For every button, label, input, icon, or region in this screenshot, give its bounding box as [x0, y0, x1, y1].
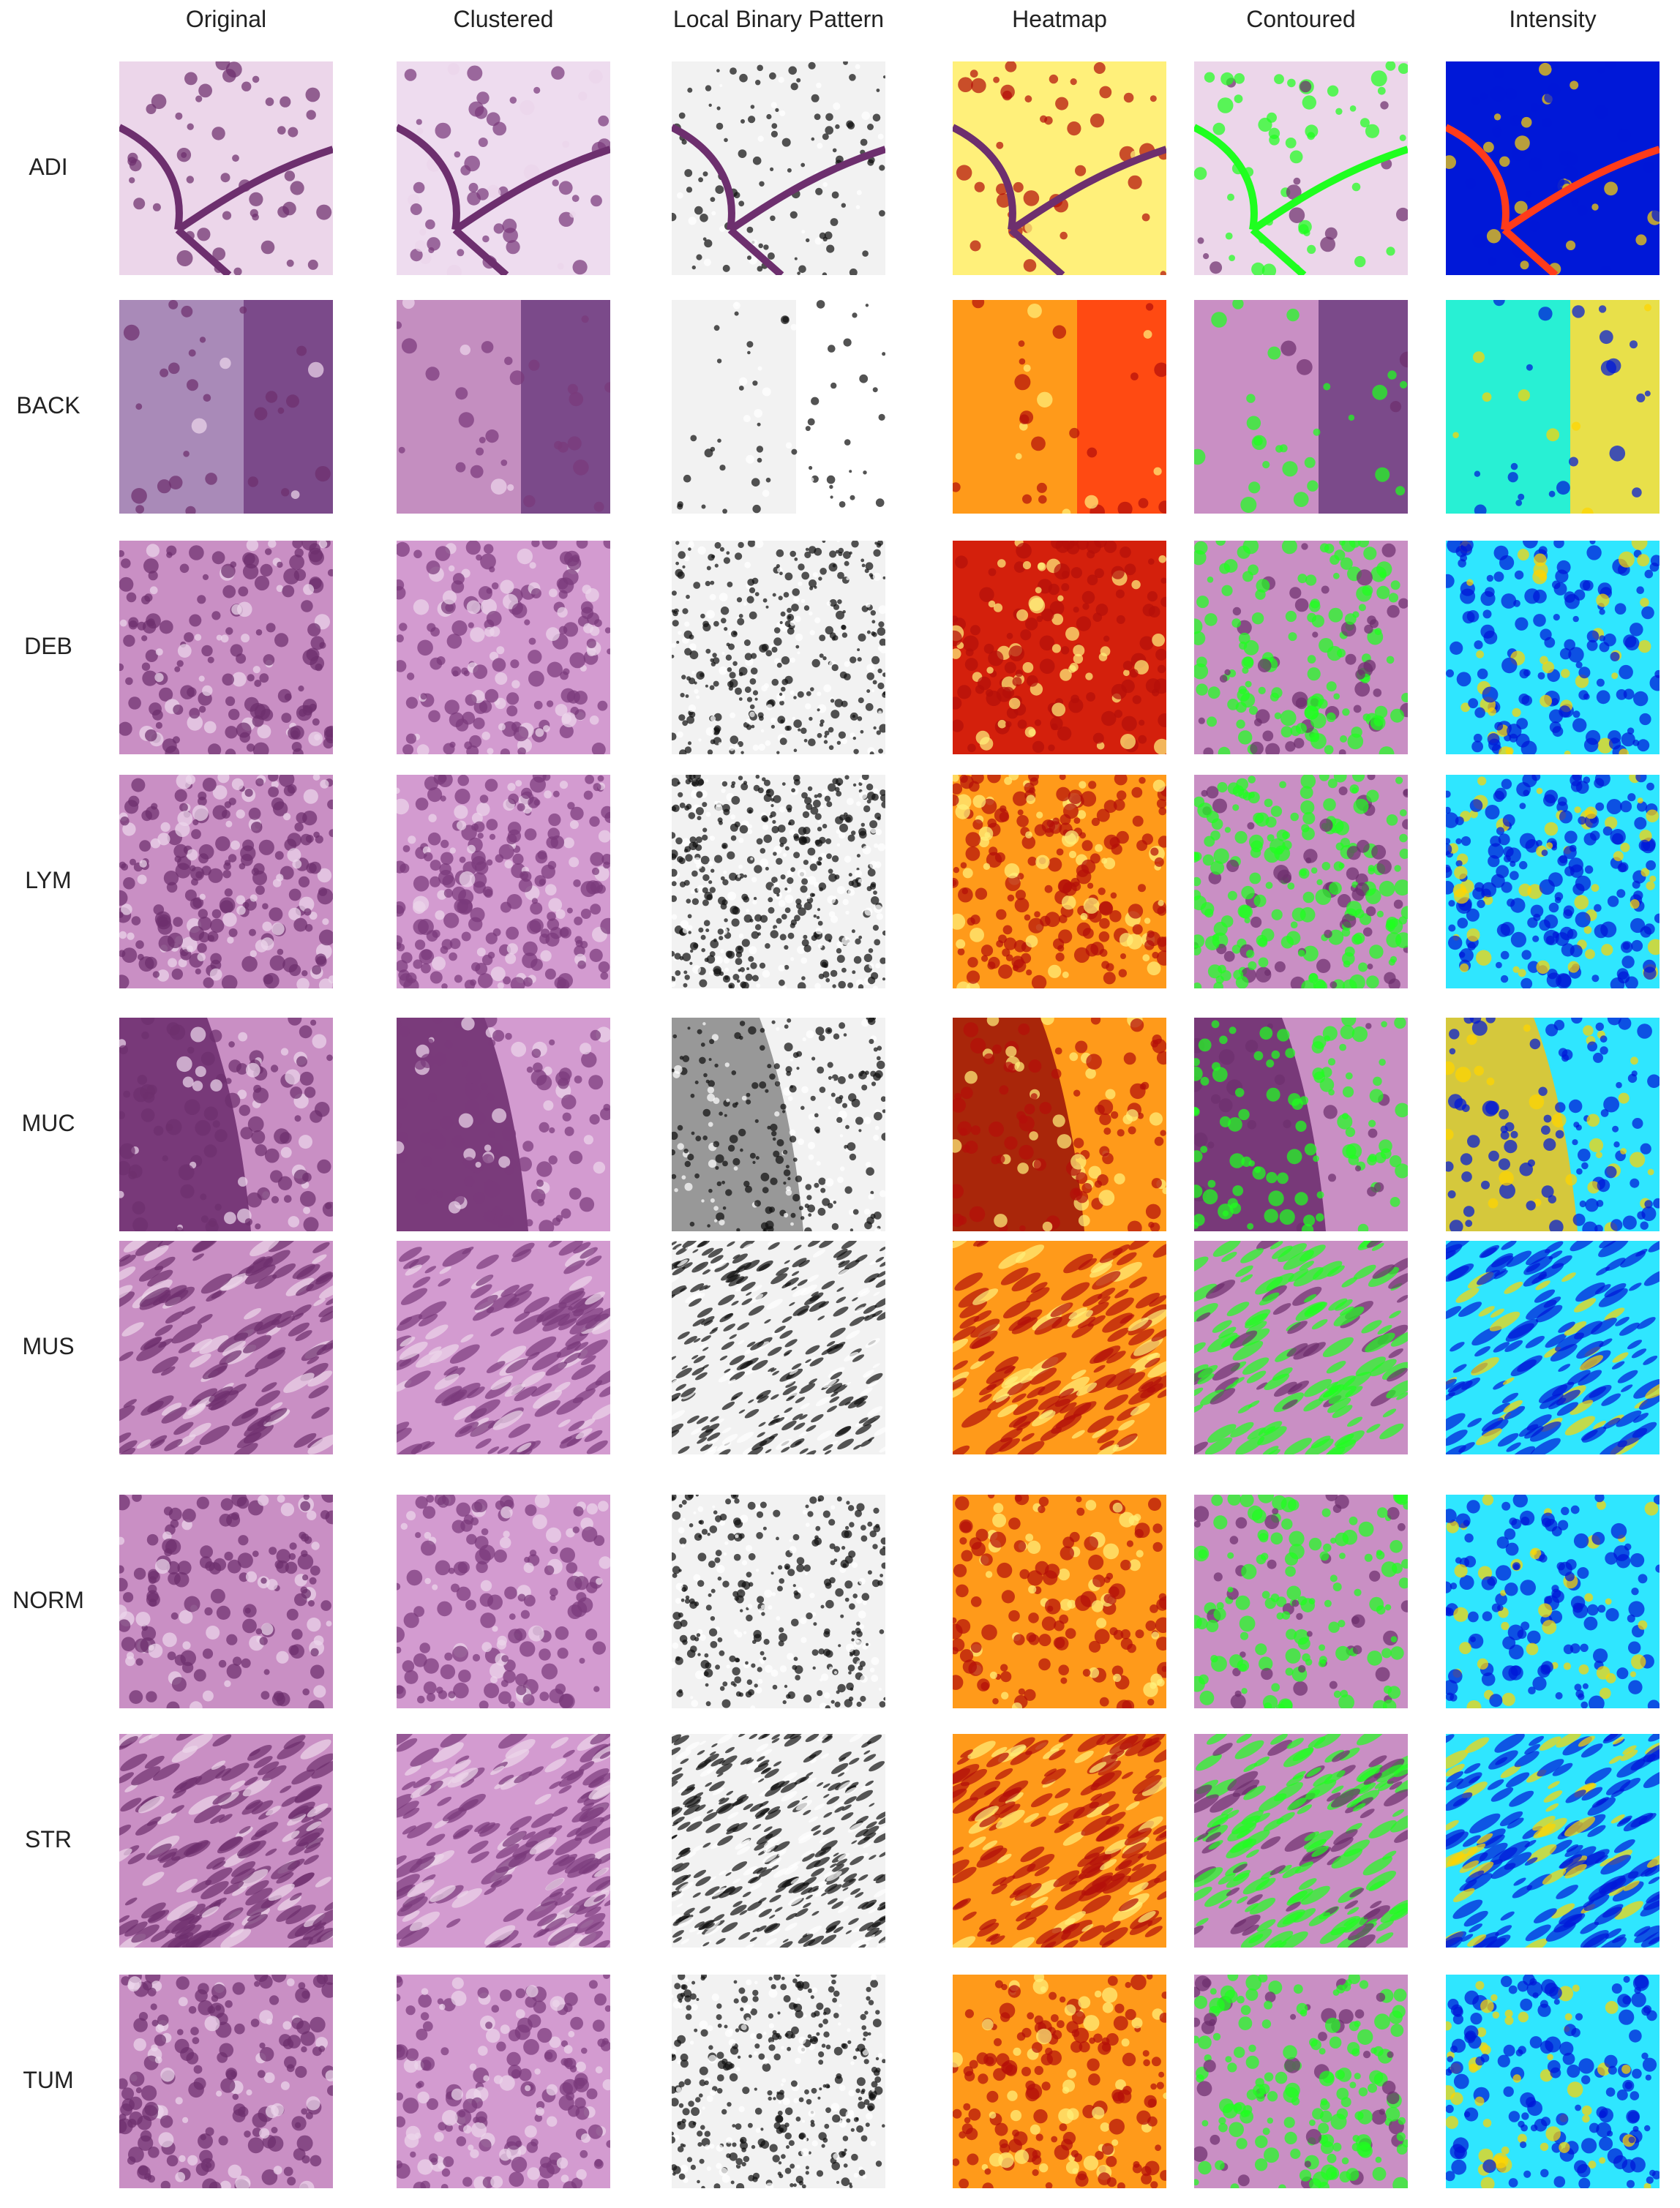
tile-back-heatmap: [953, 300, 1166, 514]
column-header-original: Original: [185, 6, 267, 32]
tile-tum-clustered: [397, 1975, 610, 2188]
tile-deb-heatmap: [953, 541, 1166, 754]
row-label-adi: ADI: [29, 154, 68, 180]
tile-str-contoured: [1194, 1734, 1408, 1948]
column-header-heatmap: Heatmap: [1012, 6, 1107, 32]
tile-str-heatmap: [953, 1734, 1166, 1948]
tile-lym-intensity: [1446, 775, 1660, 988]
tile-adi-heatmap: [953, 61, 1166, 275]
row-label-mus: MUS: [22, 1333, 75, 1359]
tile-back-intensity: [1446, 300, 1660, 514]
tile-str-lbp: [672, 1734, 885, 1948]
tile-adi-original: [119, 61, 333, 275]
tile-tum-lbp: [672, 1975, 885, 2188]
tile-lym-clustered: [397, 775, 610, 988]
tile-back-clustered: [397, 300, 610, 514]
tile-muc-contoured: [1194, 1018, 1408, 1231]
tile-deb-lbp: [672, 541, 885, 754]
tile-adi-clustered: [397, 61, 610, 275]
column-header-clustered: Clustered: [453, 6, 554, 32]
tile-muc-original: [119, 1018, 333, 1231]
tile-deb-clustered: [397, 541, 610, 754]
row-label-muc: MUC: [21, 1110, 75, 1136]
column-header-intensity: Intensity: [1509, 6, 1597, 32]
tile-adi-intensity: [1446, 61, 1660, 275]
row-label-tum: TUM: [23, 2067, 74, 2093]
tile-back-contoured: [1194, 300, 1408, 514]
tile-lym-lbp: [672, 775, 885, 988]
tile-norm-contoured: [1194, 1495, 1408, 1708]
tile-mus-clustered: [397, 1241, 610, 1454]
tile-mus-original: [119, 1241, 333, 1454]
tile-back-original: [119, 300, 333, 514]
row-label-str: STR: [25, 1826, 72, 1852]
tile-muc-heatmap: [953, 1018, 1166, 1231]
tile-tum-intensity: [1446, 1975, 1660, 2188]
tile-muc-intensity: [1446, 1018, 1660, 1231]
tile-tum-heatmap: [953, 1975, 1166, 2188]
row-label-lym: LYM: [25, 867, 72, 893]
tile-tum-original: [119, 1975, 333, 2188]
tile-mus-intensity: [1446, 1241, 1660, 1454]
tile-deb-original: [119, 541, 333, 754]
tile-norm-clustered: [397, 1495, 610, 1708]
tile-mus-lbp: [672, 1241, 885, 1454]
column-header-lbp: Local Binary Pattern: [672, 6, 885, 32]
tile-norm-heatmap: [953, 1495, 1166, 1708]
tile-lym-original: [119, 775, 333, 988]
row-label-deb: DEB: [24, 633, 72, 659]
column-header-contoured: Contoured: [1246, 6, 1356, 32]
tile-mus-heatmap: [953, 1241, 1166, 1454]
tile-tum-contoured: [1194, 1975, 1408, 2188]
tile-str-clustered: [397, 1734, 610, 1948]
tile-adi-contoured: [1194, 61, 1408, 275]
tile-muc-lbp: [672, 1018, 885, 1231]
tile-muc-clustered: [397, 1018, 610, 1231]
tile-deb-intensity: [1446, 541, 1660, 754]
tile-norm-original: [119, 1495, 333, 1708]
tile-lym-heatmap: [953, 775, 1166, 988]
tile-norm-lbp: [672, 1495, 885, 1708]
tile-mus-contoured: [1194, 1241, 1408, 1454]
tile-adi-lbp: [672, 61, 885, 275]
tile-str-original: [119, 1734, 333, 1948]
tile-deb-contoured: [1194, 541, 1408, 754]
row-label-norm: NORM: [12, 1587, 84, 1613]
row-label-back: BACK: [16, 392, 80, 418]
tile-back-lbp: [672, 300, 885, 514]
tile-lym-contoured: [1194, 775, 1408, 988]
tile-norm-intensity: [1446, 1495, 1660, 1708]
tile-str-intensity: [1446, 1734, 1660, 1948]
